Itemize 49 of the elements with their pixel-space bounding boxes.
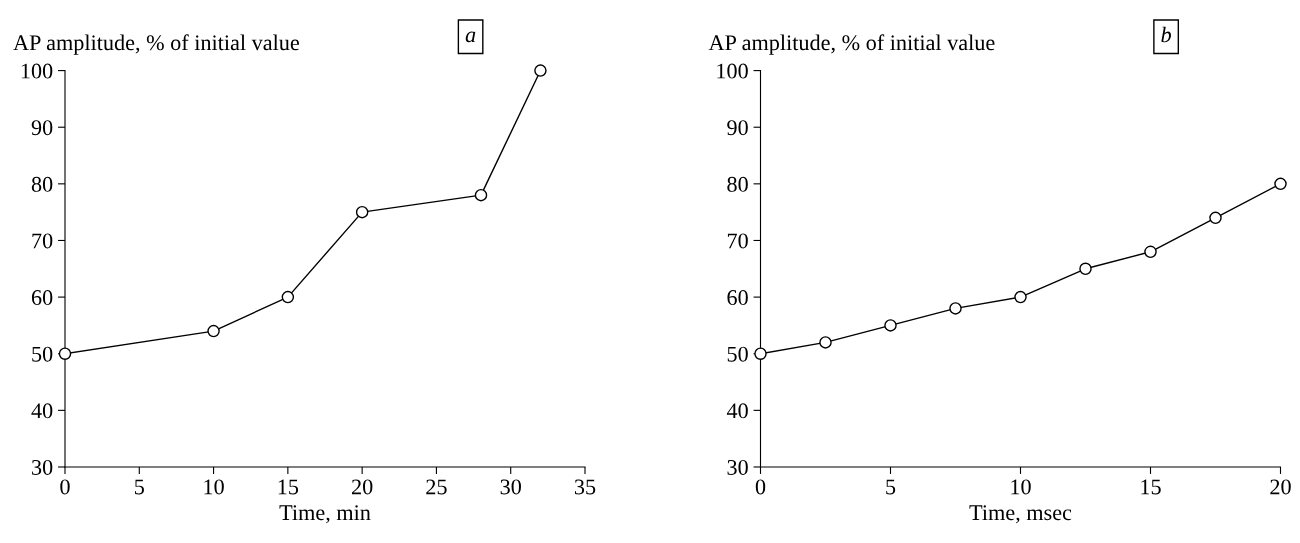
y-tick-label: 70 bbox=[727, 233, 748, 249]
point bbox=[1144, 245, 1157, 259]
y-tick-label: 40 bbox=[726, 403, 748, 419]
x-tick-label: 30 bbox=[500, 479, 521, 495]
y-tick-label: 80 bbox=[31, 176, 53, 192]
x-tick-label: 20 bbox=[352, 479, 373, 495]
y-tick-label: 90 bbox=[727, 120, 748, 136]
x-axis-title: Time, min bbox=[279, 505, 371, 524]
point bbox=[281, 290, 295, 304]
y-tick-label: 60 bbox=[727, 290, 748, 306]
point bbox=[1014, 290, 1027, 304]
x-tick-label: 10 bbox=[1011, 479, 1031, 495]
text: b bbox=[1161, 26, 1171, 43]
y-tick-label: 60 bbox=[31, 290, 53, 306]
x-tick-label: 0 bbox=[755, 479, 766, 495]
x-tick-label: 0 bbox=[60, 479, 70, 495]
point bbox=[1079, 262, 1092, 276]
text: a bbox=[465, 31, 476, 43]
point bbox=[819, 336, 832, 349]
x-tick-label: 5 bbox=[886, 479, 896, 495]
point bbox=[534, 64, 547, 77]
point bbox=[355, 205, 369, 219]
x-axis-title: Time, msec bbox=[969, 505, 1072, 524]
point bbox=[1209, 211, 1222, 225]
y-tick-label: 90 bbox=[31, 120, 53, 136]
y-tick-label: 50 bbox=[727, 346, 748, 362]
y-tick-label: 30 bbox=[32, 459, 53, 475]
point bbox=[474, 188, 488, 202]
x-tick-label: 15 bbox=[278, 479, 299, 495]
point bbox=[1274, 177, 1287, 191]
y-tick-label: 40 bbox=[31, 403, 53, 419]
y-tick-label: 50 bbox=[32, 346, 53, 362]
y-tick-label: 100 bbox=[717, 63, 748, 79]
point bbox=[58, 347, 72, 360]
y-axis-title: AP amplitude, % of initial value bbox=[13, 34, 299, 55]
point bbox=[207, 324, 220, 338]
point bbox=[884, 319, 897, 332]
y-axis-title: AP amplitude, % of initial value bbox=[708, 34, 995, 55]
point bbox=[949, 302, 962, 315]
x-tick-label: 5 bbox=[135, 479, 144, 495]
x-tick-label: 25 bbox=[426, 479, 447, 495]
x-tick-label: 20 bbox=[1270, 479, 1291, 495]
x-tick-label: 15 bbox=[1141, 479, 1161, 495]
y-tick-label: 100 bbox=[21, 63, 53, 79]
y-tick-label: 70 bbox=[32, 233, 53, 249]
y-tick-label: 30 bbox=[727, 459, 748, 475]
x-tick-label: 35 bbox=[574, 479, 596, 495]
x-tick-label: 10 bbox=[204, 479, 224, 495]
y-tick-label: 80 bbox=[727, 176, 748, 192]
